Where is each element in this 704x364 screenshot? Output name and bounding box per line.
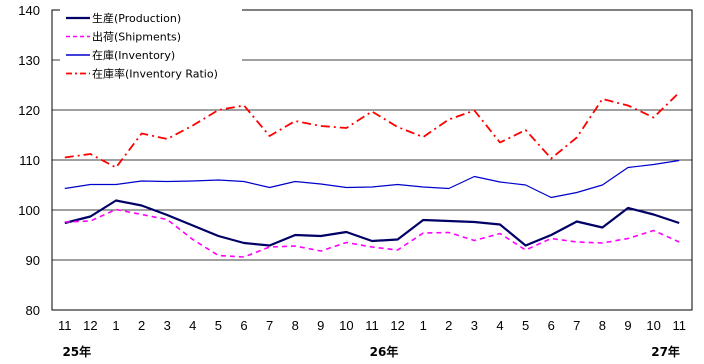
x-tick-label: 9 [624,318,631,333]
x-tick-label: 5 [522,318,529,333]
grid-lines [52,59,692,261]
x-tick-label: 12 [390,318,404,333]
series-lines [64,91,680,258]
x-tick-label: 10 [339,318,353,333]
legend: 生産(Production) 出荷(Shipments) 在庫(Inventory)… [60,7,242,89]
x-tick-label: 3 [164,318,171,333]
x-tick-label: 2 [138,318,145,333]
x-tick-label: 11 [672,318,686,333]
series-line-2 [64,159,680,199]
y-tick-label: 130 [18,53,40,68]
x-tick-label: 11 [58,318,72,333]
legend-label: 在庫(Inventory) [92,48,175,62]
x-tick-label: 4 [189,318,196,333]
series-line-3 [64,91,680,169]
y-tick-label: 80 [26,303,40,318]
x-tick-label: 11 [365,318,379,333]
legend-box [60,7,242,89]
x-tick-label: 8 [292,318,299,333]
year-label: 25年 [62,344,91,359]
year-label: 27年 [651,344,680,359]
legend-label: 出荷(Shipments) [92,30,181,44]
legend-label: 生産(Production) [92,11,181,25]
year-label: 26年 [370,344,399,359]
x-tick-label: 3 [471,318,478,333]
x-tick-label: 5 [215,318,222,333]
x-tick-label: 6 [548,318,555,333]
x-tick-label: 12 [83,318,97,333]
x-tick-label: 1 [112,318,119,333]
x-tick-label: 7 [266,318,273,333]
x-tick-label: 7 [573,318,580,333]
y-tick-label: 110 [19,153,40,168]
x-tick-label: 4 [496,318,503,333]
series-line-1 [64,208,680,258]
x-tick-label: 6 [240,318,247,333]
y-tick-label: 140 [18,3,40,18]
y-axis-tick-labels: 80 90 100 110 120 130 140 [18,3,40,318]
x-tick-label: 2 [445,318,452,333]
x-axis-tick-labels: 11 12 1 2 3 4 5 6 7 8 9 10 11 12 1 2 3 4 5 6 7 8 9 10 11 [58,318,686,333]
year-labels: 25年 26年 27年 [62,344,680,359]
x-tick-label: 9 [317,318,324,333]
series-line-0 [64,199,680,247]
y-tick-label: 120 [18,103,40,118]
y-tick-label: 90 [26,253,40,268]
x-tick-label: 10 [646,318,660,333]
legend-label: 在庫率(Inventory Ratio) [92,67,218,81]
x-tick-label: 1 [420,318,427,333]
y-tick-label: 100 [18,203,40,218]
x-tick-label: 8 [599,318,606,333]
